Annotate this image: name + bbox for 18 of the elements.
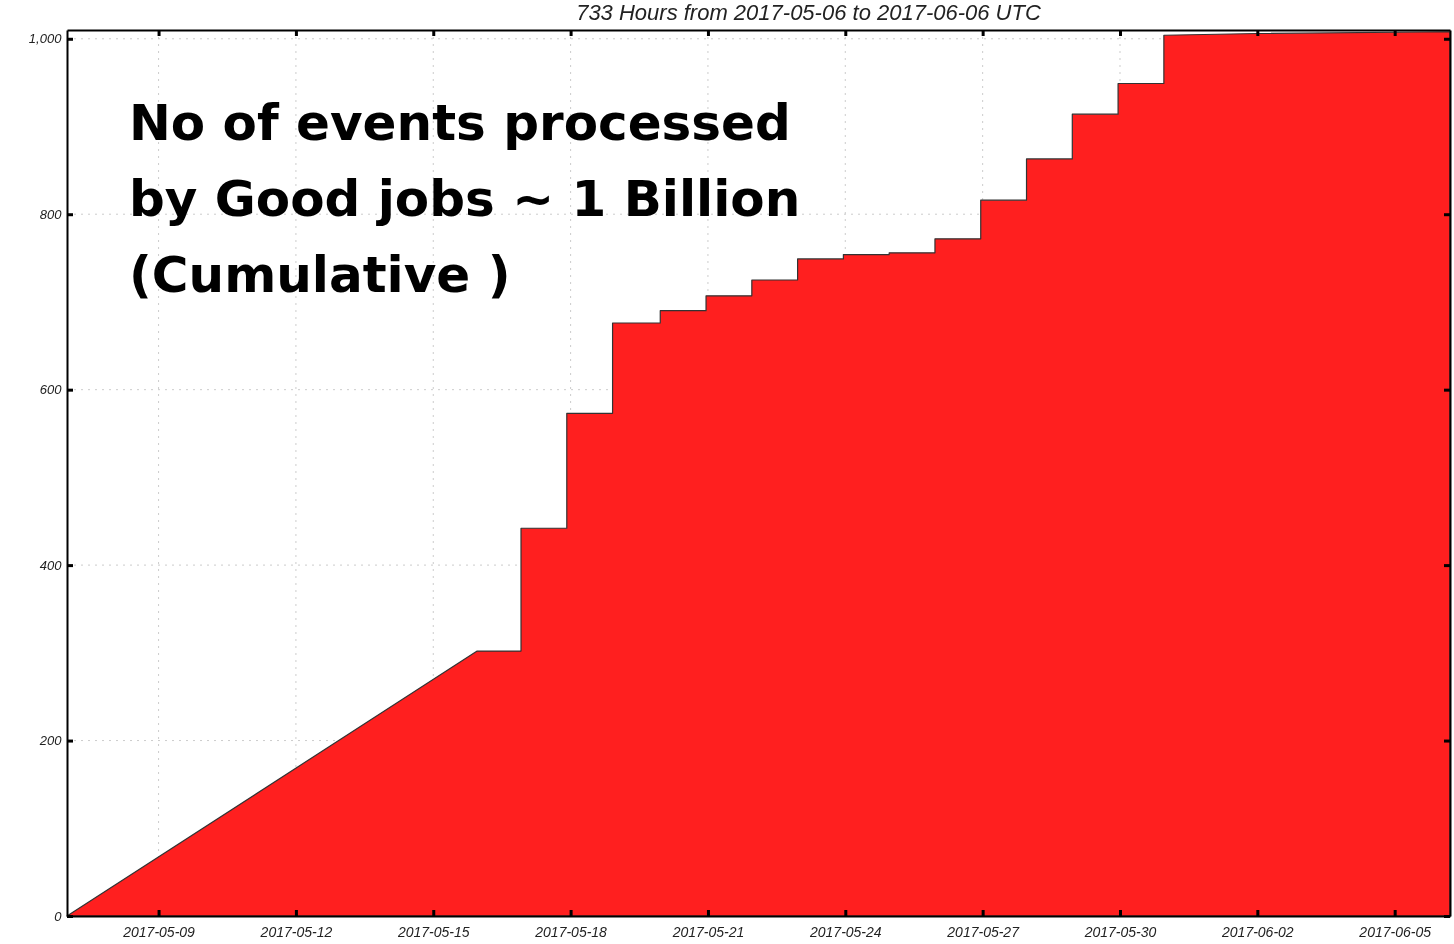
x-tick-label: 2017-05-15 xyxy=(396,924,470,941)
x-tick-label: 2017-05-09 xyxy=(122,924,196,941)
y-tick-label: 600 xyxy=(39,382,63,398)
x-tick-label: 2017-05-27 xyxy=(946,924,1021,941)
y-tick-label: 1,000 xyxy=(28,31,63,47)
y-tick-label: 400 xyxy=(39,557,63,573)
annotation: No of events processed by Good jobs ~ 1 Billion (Cumulative ) xyxy=(129,94,801,304)
chart-title: 733 Hours from 2017-05-06 to 2017-06-06 UTC xyxy=(576,0,1041,25)
y-tick-label: 800 xyxy=(39,206,63,222)
x-tick-label: 2017-05-24 xyxy=(808,924,882,941)
x-tick-label: 2017-06-02 xyxy=(1221,924,1294,941)
x-tick-label: 2017-05-12 xyxy=(259,924,333,941)
x-tick-label: 2017-05-30 xyxy=(1083,924,1157,941)
x-tick-label: 2017-05-18 xyxy=(534,924,608,941)
x-tick-label: 2017-05-21 xyxy=(671,924,745,941)
y-tick-label: 0 xyxy=(54,908,63,924)
x-tick-label: 2017-06-05 xyxy=(1358,924,1432,941)
y-tick-label: 200 xyxy=(38,733,63,749)
